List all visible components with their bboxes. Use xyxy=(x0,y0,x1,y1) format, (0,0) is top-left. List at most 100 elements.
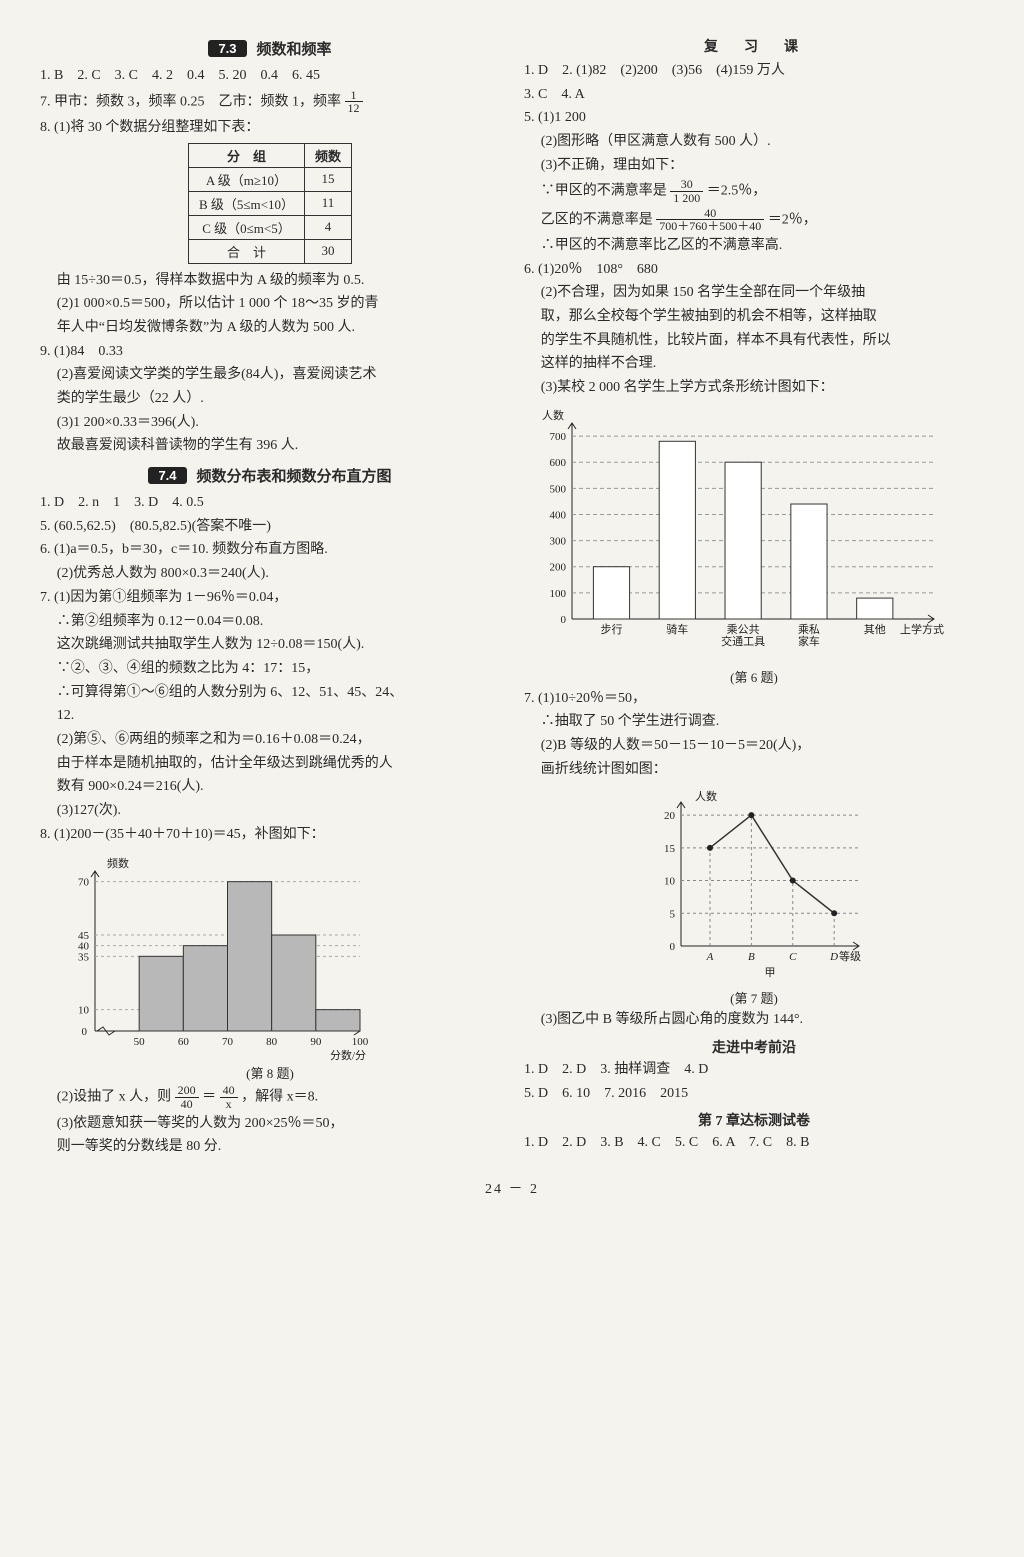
answer-line: ∴可算得第①～⑥组的人数分别为 6、12、51、45、24、 xyxy=(40,682,500,704)
answer-line: (3)图乙中 B 等级所占圆心角的度数为 144°. xyxy=(524,1009,984,1031)
answer-line: 画折线统计图如图： xyxy=(524,759,984,781)
answer-line: (2)优秀总人数为 800×0.3＝240(人). xyxy=(40,563,500,585)
svg-text:40: 40 xyxy=(78,941,90,953)
histogram-q8: 010354045705060708090100频数分数/分 (第 8 题) xyxy=(40,851,500,1082)
table-header: 分 组 xyxy=(188,143,304,167)
line-chart-svg: 05101520ABCD人数等级甲 xyxy=(639,786,869,986)
zhongkao-title: 走进中考前沿 xyxy=(524,1037,984,1057)
answer-line: (2)图形略（甲区满意人数有 500 人）. xyxy=(524,131,984,153)
table-cell: B 级（5≤m<10） xyxy=(188,191,304,215)
svg-text:人数: 人数 xyxy=(542,409,564,422)
answer-line: 乙区的不满意率是 40700＋760＋500＋40 ＝2％， xyxy=(524,207,984,233)
answer-line: (2)第⑤、⑥两组的频率之和为＝0.16＋0.08＝0.24， xyxy=(40,729,500,751)
svg-text:B: B xyxy=(748,951,755,963)
answer-line: ∴抽取了 50 个学生进行调查. xyxy=(524,711,984,733)
fraction: 1 12 xyxy=(345,89,363,115)
svg-text:500: 500 xyxy=(550,483,567,495)
answer-line: (2)设抽了 x 人，则 20040 ＝ 40x ，解得 x＝8. xyxy=(40,1084,500,1110)
line-chart-q7: 05101520ABCD人数等级甲 xyxy=(524,786,984,986)
svg-text:70: 70 xyxy=(222,1036,234,1048)
right-column: 复 习 课 1. D 2. (1)82 (2)200 (3)56 (4)159 … xyxy=(524,30,984,1160)
text: 乙区的不满意率是 xyxy=(541,212,653,227)
svg-text:200: 200 xyxy=(550,561,567,573)
answer-line: 由于样本是随机抽取的，估计全年级达到跳绳优秀的人 xyxy=(40,753,500,775)
svg-text:700: 700 xyxy=(550,431,567,443)
answer-line: (3)依题意知获一等奖的人数为 200×25％＝50， xyxy=(40,1113,500,1135)
fraction: 40x xyxy=(220,1084,238,1110)
text: ＝2％， xyxy=(768,212,817,227)
chart-caption: (第 8 题) xyxy=(40,1063,500,1082)
answer-line: (2)1 000×0.5＝500，所以估计 1 000 个 18～35 岁的青 xyxy=(40,293,500,315)
answer-line: 数有 900×0.24＝216(人). xyxy=(40,776,500,798)
answer-line: 5. (60.5,62.5) (80.5,82.5)(答案不唯一) xyxy=(40,516,500,538)
histogram-svg: 010354045705060708090100频数分数/分 xyxy=(40,851,370,1061)
numerator: 30 xyxy=(670,178,703,192)
svg-text:等级: 等级 xyxy=(839,949,861,963)
text: ，解得 x＝8. xyxy=(241,1090,318,1105)
answer-line: 取，那么全校每个学生被抽到的机会不相等，这样抽取 xyxy=(524,306,984,328)
review-title: 复 习 课 xyxy=(524,36,984,56)
svg-text:600: 600 xyxy=(550,457,567,469)
bar-chart-svg: 0100200300400500600700步行骑车乘公共交通工具乘私家车其他人… xyxy=(524,405,944,665)
answer-line: ∴甲区的不满意率比乙区的不满意率高. xyxy=(524,235,984,257)
answer-line: (2)不合理，因为如果 150 名学生全部在同一个年级抽 xyxy=(524,282,984,304)
svg-text:10: 10 xyxy=(664,876,676,888)
answer-line: 1. D 2. D 3. B 4. C 5. C 6. A 7. C 8. B xyxy=(524,1132,984,1154)
table-cell: 4 xyxy=(304,215,351,239)
table-cell: 15 xyxy=(304,167,351,191)
svg-text:乘私: 乘私 xyxy=(798,623,820,636)
answer-line: 7. 甲市：频数 3，频率 0.25 乙市：频数 1，频率 1 12 xyxy=(40,89,500,115)
numerator: 200 xyxy=(175,1084,199,1098)
numerator: 40 xyxy=(220,1084,238,1098)
table-cell: 合 计 xyxy=(188,239,304,263)
answer-line: 7. (1)10÷20％＝50， xyxy=(524,688,984,710)
table-row: C 级（0≤m<5）4 xyxy=(188,215,351,239)
answer-line: (3)1 200×0.33＝396(人). xyxy=(40,412,500,434)
section-title: 频数分布表和频数分布直方图 xyxy=(197,465,392,486)
page: 7.3 频数和频率 1. B 2. C 3. C 4. 2 0.4 5. 20 … xyxy=(40,30,984,1160)
denominator: 40 xyxy=(175,1098,199,1111)
fraction: 20040 xyxy=(175,1084,199,1110)
answer-line: 3. C 4. A xyxy=(524,84,984,106)
table-row: A 级（m≥10）15 xyxy=(188,167,351,191)
frequency-table: 分 组 频数 A 级（m≥10）15 B 级（5≤m<10）11 C 级（0≤m… xyxy=(188,143,352,264)
svg-text:D: D xyxy=(829,951,838,963)
answer-line: 1. D 2. D 3. 抽样调查 4. D xyxy=(524,1059,984,1081)
svg-text:分数/分: 分数/分 xyxy=(330,1049,366,1061)
section-title: 频数和频率 xyxy=(257,38,332,59)
svg-text:70: 70 xyxy=(78,877,90,889)
svg-text:100: 100 xyxy=(352,1036,369,1048)
svg-text:其他: 其他 xyxy=(864,623,886,636)
svg-text:0: 0 xyxy=(670,941,676,953)
denominator: 700＋760＋500＋40 xyxy=(656,220,764,233)
svg-text:乘公共: 乘公共 xyxy=(727,623,760,636)
answer-line: 由 15÷30＝0.5，得样本数据中为 A 级的频率为 0.5. xyxy=(40,270,500,292)
answer-line: 1. B 2. C 3. C 4. 2 0.4 5. 20 0.4 6. 45 xyxy=(40,65,500,87)
table-row: B 级（5≤m<10）11 xyxy=(188,191,351,215)
answer-line: 7. (1)因为第①组频率为 1－96％＝0.04， xyxy=(40,587,500,609)
numerator: 1 xyxy=(345,89,363,103)
svg-text:0: 0 xyxy=(82,1026,88,1038)
denominator: 1 200 xyxy=(670,192,703,205)
svg-text:上学方式: 上学方式 xyxy=(900,622,944,636)
svg-text:100: 100 xyxy=(550,587,567,599)
table-row: 分 组 频数 xyxy=(188,143,351,167)
answer-line: 5. (1)1 200 xyxy=(524,107,984,129)
svg-text:20: 20 xyxy=(664,810,676,822)
table-cell: 30 xyxy=(304,239,351,263)
denominator: x xyxy=(220,1098,238,1111)
svg-text:家车: 家车 xyxy=(798,634,820,648)
answer-line: (3)127(次). xyxy=(40,800,500,822)
fraction: 40700＋760＋500＋40 xyxy=(656,207,764,233)
table-header: 频数 xyxy=(304,143,351,167)
svg-text:60: 60 xyxy=(178,1036,190,1048)
answer-line: 1. D 2. (1)82 (2)200 (3)56 (4)159 万人 xyxy=(524,60,984,82)
answer-line: (2)B 等级的人数＝50－15－10－5＝20(人)， xyxy=(524,735,984,757)
svg-text:0: 0 xyxy=(561,614,567,626)
svg-text:35: 35 xyxy=(78,952,90,964)
svg-text:400: 400 xyxy=(550,509,567,521)
answer-line: 这次跳绳测试共抽取学生人数为 12÷0.08＝150(人). xyxy=(40,634,500,656)
svg-text:A: A xyxy=(706,951,714,963)
svg-text:频数: 频数 xyxy=(107,856,129,870)
table-cell: C 级（0≤m<5） xyxy=(188,215,304,239)
